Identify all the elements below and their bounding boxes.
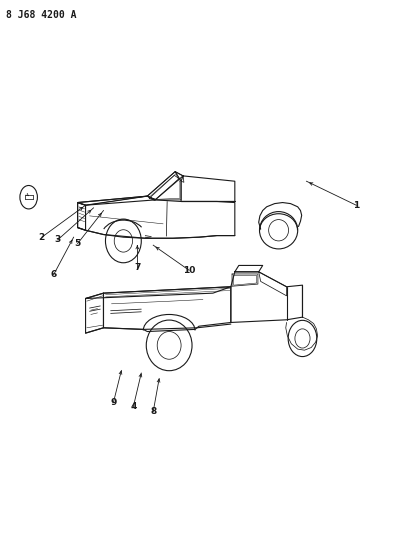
Text: 9: 9 [110, 398, 117, 407]
Text: 10: 10 [183, 266, 195, 274]
Text: 6: 6 [51, 270, 57, 279]
Text: 4: 4 [130, 402, 137, 411]
Text: 3: 3 [55, 236, 61, 244]
Text: 7: 7 [134, 263, 140, 272]
Text: 1: 1 [353, 201, 359, 209]
Text: 2: 2 [39, 233, 45, 241]
Text: 8 J68 4200 A: 8 J68 4200 A [6, 10, 76, 20]
Text: 8: 8 [150, 407, 156, 416]
Text: 5: 5 [74, 239, 81, 248]
